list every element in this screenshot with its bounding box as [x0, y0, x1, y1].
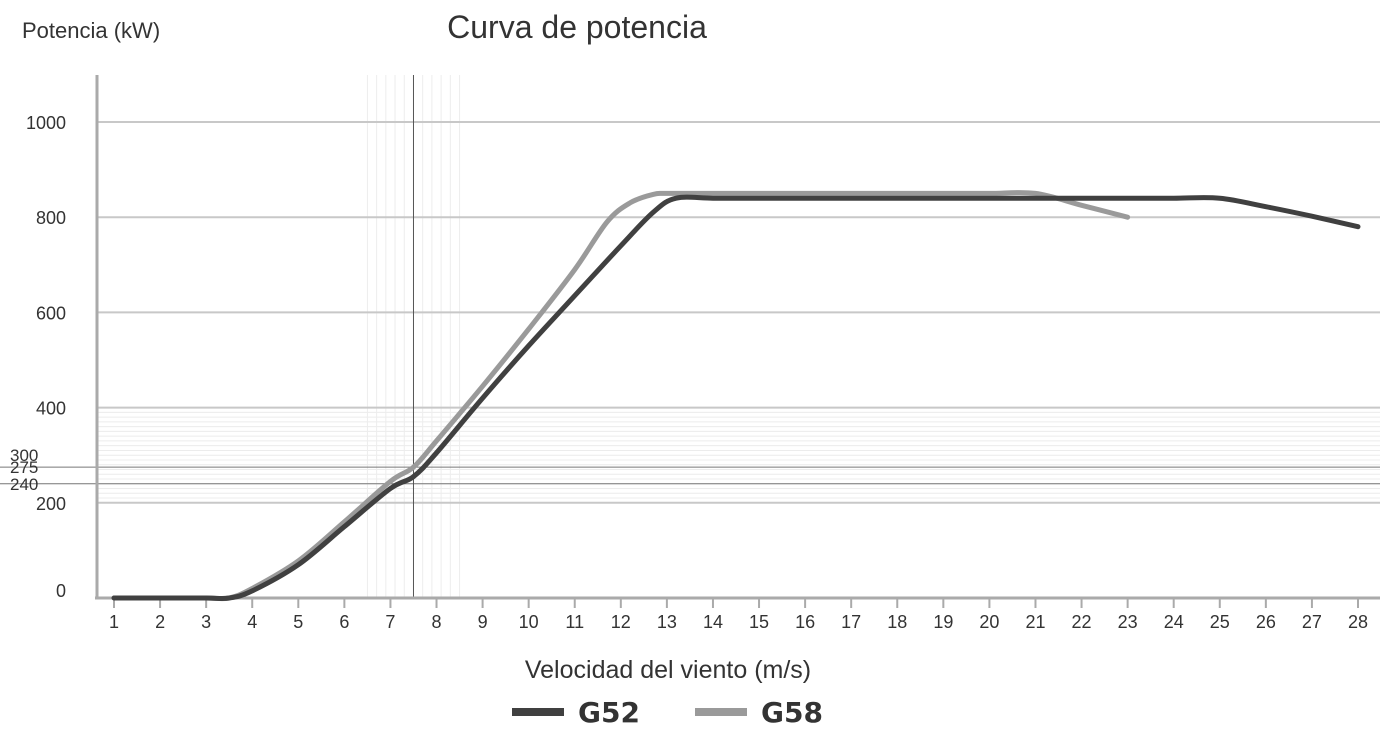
x-tick-label: 10: [519, 612, 539, 632]
x-tick-label: 6: [339, 612, 349, 632]
x-tick-label: 20: [979, 612, 999, 632]
x-tick-label: 8: [432, 612, 442, 632]
x-tick-label: 15: [749, 612, 769, 632]
x-tick-label: 27: [1302, 612, 1322, 632]
x-tick-label: 1: [109, 612, 119, 632]
chart-title: Curva de potencia: [447, 9, 707, 45]
x-tick-label: 9: [478, 612, 488, 632]
x-tick-label: 23: [1118, 612, 1138, 632]
x-axis-label: Velocidad del viento (m/s): [525, 656, 811, 684]
y-tick-label: 300: [10, 446, 38, 465]
x-tick-label: 28: [1348, 612, 1368, 632]
x-tick-label: 5: [293, 612, 303, 632]
x-tick-label: 26: [1256, 612, 1276, 632]
x-tick-label: 4: [247, 612, 257, 632]
x-tick-label: 12: [611, 612, 631, 632]
y-tick-label: 200: [36, 494, 66, 514]
x-tick-label: 14: [703, 612, 723, 632]
grid-layer: [0, 75, 1380, 598]
series-line-g52: [111, 194, 1361, 602]
legend: G52 G58: [512, 696, 823, 729]
x-tick-label: 16: [795, 612, 815, 632]
x-tick-label: 22: [1072, 612, 1092, 632]
x-tick-label: 2: [155, 612, 165, 632]
x-tick-label: 25: [1210, 612, 1230, 632]
x-tick-label: 24: [1164, 612, 1184, 632]
x-tick-label: 18: [887, 612, 907, 632]
x-tick-label: 13: [657, 612, 677, 632]
series-layer: [111, 190, 1361, 602]
y-tick-label: 600: [36, 303, 66, 323]
legend-label-g52: G52: [578, 696, 640, 724]
series-line-g58: [111, 190, 1131, 602]
x-tick-label: 19: [933, 612, 953, 632]
y-tick-label: 800: [36, 208, 66, 228]
x-tick-label: 7: [385, 612, 395, 632]
y-tick-label: 400: [36, 399, 66, 419]
legend-label-g58: G58: [761, 696, 823, 724]
x-tick-label: 17: [841, 612, 861, 632]
x-tick-label: 11: [565, 612, 584, 632]
y-tick-label: 0: [56, 581, 66, 601]
x-tick-label: 21: [1025, 612, 1045, 632]
x-tick-label: 3: [201, 612, 211, 632]
y-tick-label: 240: [10, 475, 38, 494]
y-tick-label: 1000: [26, 113, 66, 133]
y-tick-label: 275: [10, 458, 38, 477]
y-axis-label: Potencia (kW): [22, 18, 160, 43]
